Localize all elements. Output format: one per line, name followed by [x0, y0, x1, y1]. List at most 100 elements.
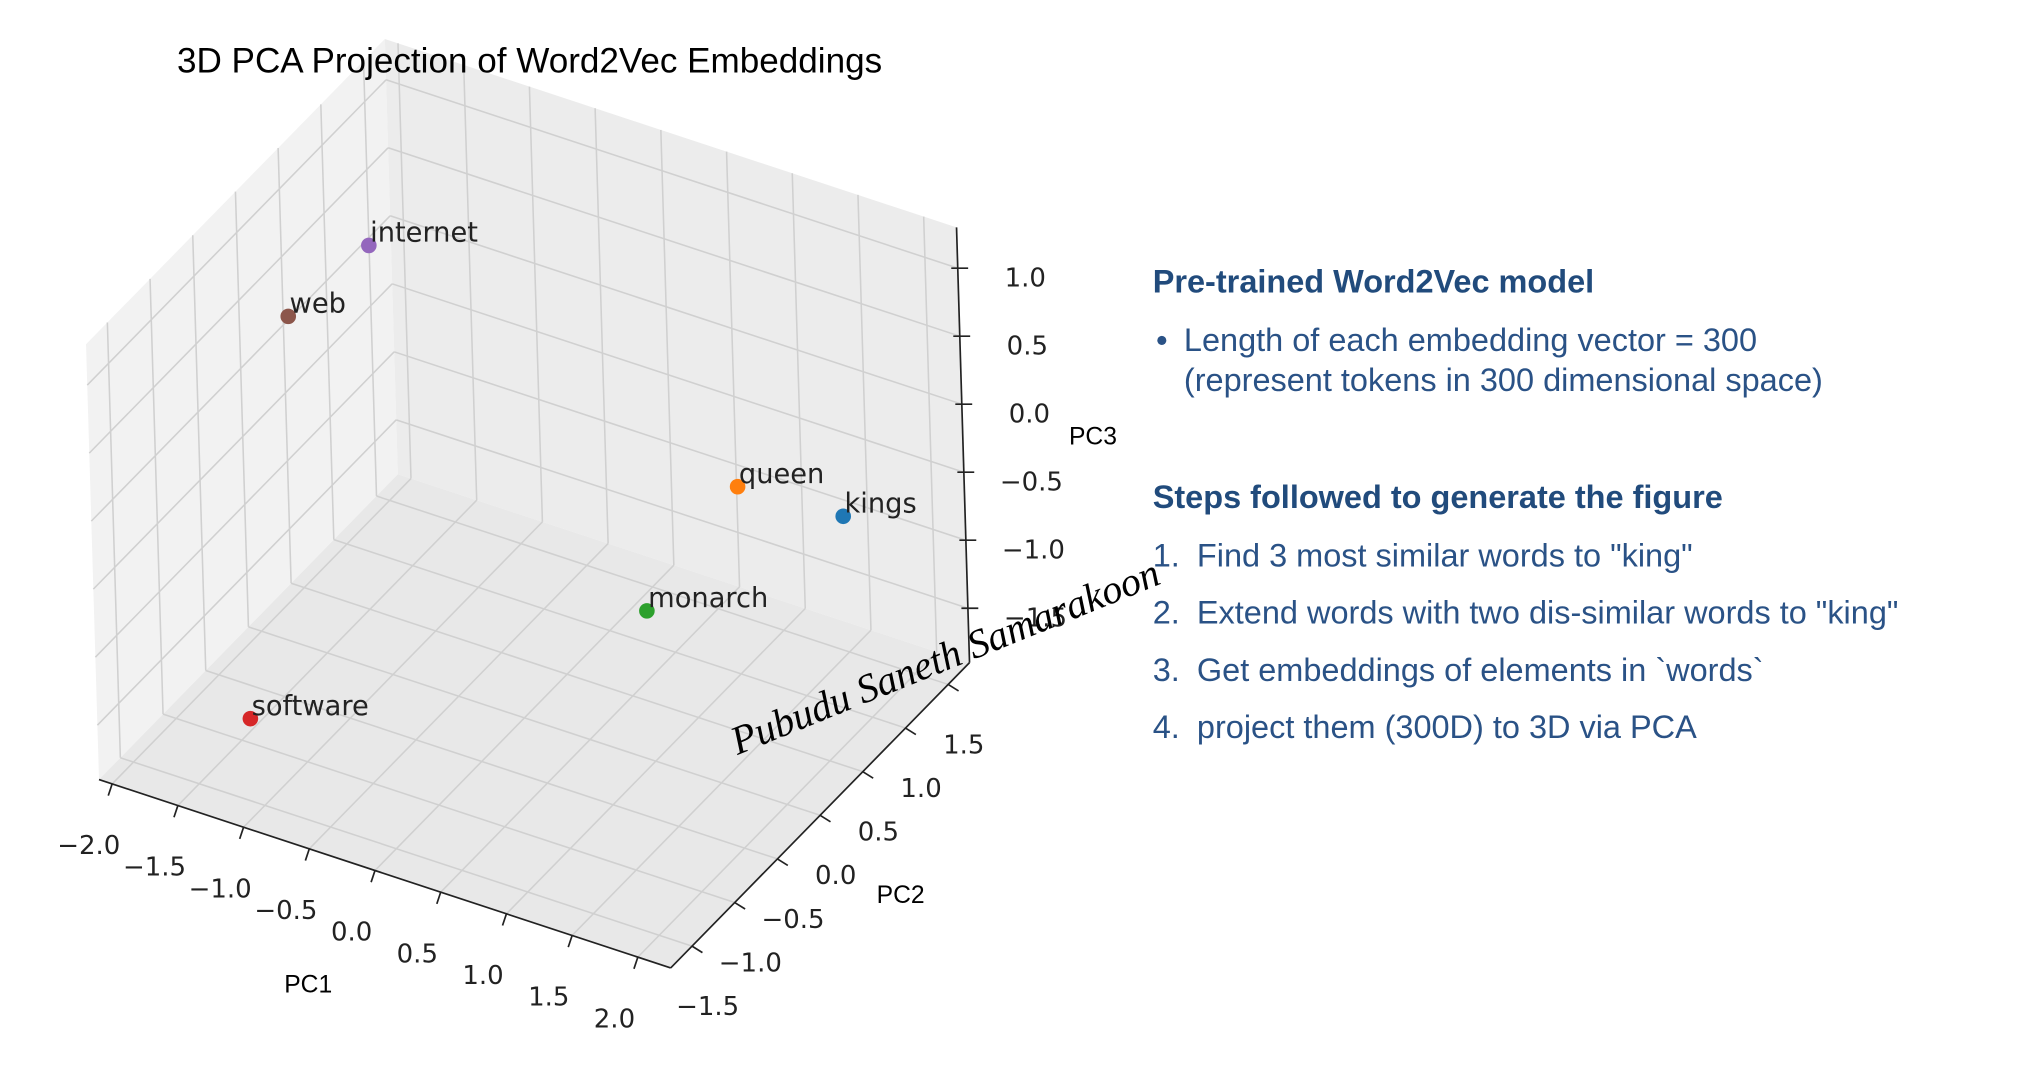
step-number: 4. [1153, 709, 1180, 745]
grid-line [94, 351, 395, 658]
section-heading: Steps followed to generate the figure [1153, 479, 1723, 515]
grid-line [528, 86, 544, 522]
y-tick-label: 1.5 [943, 730, 984, 760]
tick-mark [436, 891, 442, 905]
axis-line [955, 227, 971, 663]
tick-mark [691, 945, 703, 954]
grid-line [391, 283, 965, 473]
grid-line [106, 322, 122, 758]
z-tick-label: −1.5 [1004, 603, 1067, 633]
tick-mark [819, 814, 831, 823]
tick-mark [501, 913, 508, 926]
step-number: 3. [1153, 652, 1180, 688]
grid-line [393, 351, 967, 541]
step-text: project them (300D) to 3D via PCA [1197, 709, 1697, 745]
grid-line [86, 79, 387, 386]
bullet-text: Length of each embedding vector = 300 [1184, 322, 1757, 358]
grid-line [922, 216, 938, 652]
tick-mark [304, 848, 311, 861]
tick-mark [776, 858, 789, 867]
z-tick-label: 0.5 [1007, 331, 1048, 361]
point [242, 710, 259, 727]
z-tick-label: 1.0 [1005, 263, 1046, 293]
grid-line [90, 215, 391, 522]
tick-mark [238, 826, 245, 840]
step-text: Get embeddings of elements in `words` [1197, 652, 1764, 688]
grid-line [397, 43, 412, 479]
x-tick-label: −0.5 [254, 896, 317, 926]
point-label: monarch [648, 583, 768, 614]
point [729, 478, 746, 495]
y-tick-label: −0.5 [761, 905, 824, 935]
x-tick-label: 1.0 [462, 961, 503, 991]
grid-line [660, 129, 675, 566]
grid-line [857, 194, 872, 631]
y-tick-label: −1.5 [676, 992, 739, 1022]
x-tick-label: −2.0 [57, 831, 120, 861]
tick-mark [370, 870, 376, 883]
grid-line [88, 147, 389, 454]
grid-line [385, 79, 958, 269]
grid-line [362, 60, 378, 497]
grid-line [395, 419, 969, 609]
y-tick-label: −1.0 [719, 948, 782, 978]
plot-3d: −2.0−1.5−1.0−0.50.00.51.01.52.0 −1.5−1.0−… [57, 38, 1067, 1034]
y-axis-label: PC2 [877, 882, 925, 909]
grid-line [462, 64, 478, 501]
point [361, 237, 377, 254]
step-text: Find 3 most similar words to "king" [1197, 537, 1693, 573]
tick-mark [633, 956, 639, 970]
z-axis-label: PC3 [1069, 423, 1117, 450]
grid-line [387, 147, 961, 337]
y-tick-label: 0.0 [815, 861, 856, 891]
point-label: kings [845, 488, 917, 519]
x-tick-label: 1.5 [528, 983, 569, 1013]
tick-mark [567, 935, 573, 948]
chart-title: 3D PCA Projection of Word2Vec Embeddings [177, 42, 882, 81]
tick-mark [905, 727, 917, 736]
point [835, 508, 852, 525]
grid-line [149, 278, 164, 715]
point-label: internet [370, 218, 478, 249]
grid-line [594, 108, 609, 544]
step-number: 1. [1153, 537, 1180, 573]
bullet-text: (represent tokens in 300 dimensional spa… [1184, 362, 1823, 398]
notes-panel: Pre-trained Word2Vec model Length of eac… [1153, 263, 1899, 745]
z-tick-label: 0.0 [1009, 399, 1050, 429]
grid-line [92, 283, 393, 590]
tick-mark [173, 805, 179, 818]
grid-line [248, 626, 821, 817]
tick-mark [947, 683, 960, 692]
point [280, 308, 297, 325]
grid-line [320, 104, 335, 540]
axis-line [98, 778, 671, 969]
z-tick-label: −0.5 [1000, 467, 1063, 497]
x-tick-label: −1.0 [189, 874, 252, 904]
step-number: 2. [1153, 595, 1180, 631]
grid-line [234, 191, 250, 627]
x-tick-label: 2.0 [594, 1004, 635, 1034]
bullet [1157, 335, 1167, 345]
grid-line [96, 419, 397, 726]
y-tick-label: 0.5 [858, 818, 899, 848]
x-tick-label: −1.5 [123, 853, 186, 883]
grid-line [725, 151, 741, 587]
x-axis-label: PC1 [284, 972, 332, 999]
x-tick-label: 0.5 [397, 939, 438, 969]
grid-line [376, 495, 949, 686]
x-tick-label: 0.0 [331, 918, 372, 948]
grid-line [389, 215, 963, 405]
grid-line [162, 713, 735, 904]
section-heading: Pre-trained Word2Vec model [1153, 263, 1594, 299]
grid-line [277, 148, 292, 584]
point [639, 603, 655, 619]
point-label: software [252, 691, 369, 722]
z-tick-label: −1.0 [1002, 535, 1065, 565]
grid-line [191, 235, 207, 671]
grid-line [791, 173, 807, 609]
point-label: queen [739, 459, 824, 490]
grid-line [205, 669, 778, 860]
tick-mark [862, 770, 874, 779]
